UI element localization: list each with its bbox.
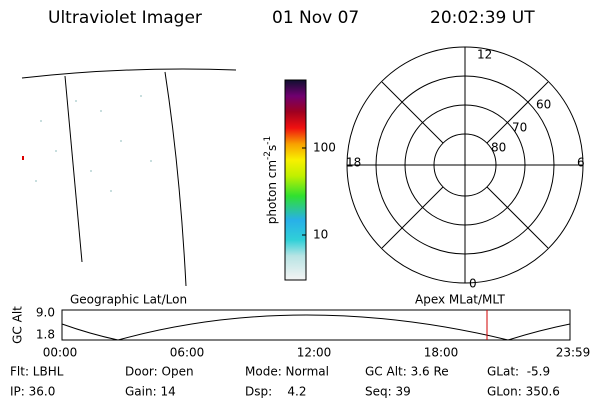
info-field: Dsp: 4.2 xyxy=(245,385,307,399)
polar-label: 12 xyxy=(477,48,492,62)
info-field: Seq: 39 xyxy=(365,385,411,399)
info-table: Flt: LBHL Door: Open Mode: Normal GC Alt: 3… xyxy=(10,365,560,399)
orbit-x-tick: 06:00 xyxy=(170,346,205,360)
polar-label: 6 xyxy=(577,156,585,170)
info-field: GLat: -5.9 xyxy=(487,365,550,379)
polar-label: 70 xyxy=(512,121,527,135)
orbit-title: Apex MLat/MLT xyxy=(415,293,505,307)
time: 20:02:39 UT xyxy=(430,8,535,28)
instrument: Ultraviolet Imager xyxy=(48,8,202,28)
orbit-x-tick: 00:00 xyxy=(43,346,78,360)
polar-label: 80 xyxy=(491,141,506,155)
polar-label: 0 xyxy=(469,277,477,291)
info-field: GLon: 350.6 xyxy=(487,385,560,399)
image-panel xyxy=(21,68,237,287)
orbit-y-tick: 1.8 xyxy=(36,328,55,342)
orbit-curve xyxy=(61,314,571,341)
orbit-x-tick: 18:00 xyxy=(424,346,459,360)
polar-label: 60 xyxy=(536,98,551,112)
colorbar-tick: 10 xyxy=(313,228,328,242)
orbit-y-label: GC Alt xyxy=(11,306,25,344)
info-field: Mode: Normal xyxy=(245,365,329,379)
orbit-x-tick: 23:59 xyxy=(556,346,591,360)
orbit-title: Geographic Lat/Lon xyxy=(70,293,187,307)
info-field: Door: Open xyxy=(125,365,194,379)
colorbar-tick: 100 xyxy=(313,141,336,155)
info-field: Gain: 14 xyxy=(125,385,176,399)
date: 01 Nov 07 xyxy=(272,8,359,28)
info-field: IP: 36.0 xyxy=(10,385,55,399)
orbit-y-tick: 9.0 xyxy=(36,306,55,320)
polar-label: 18 xyxy=(346,156,361,170)
info-field: Flt: LBHL xyxy=(10,365,64,379)
orbit-plot xyxy=(61,309,571,341)
orbit-x-tick: 12:00 xyxy=(297,346,332,360)
polar-grid xyxy=(346,46,584,284)
info-field: GC Alt: 3.6 Re xyxy=(365,365,449,379)
colorbar-label: photon cm-2s-1 xyxy=(263,136,279,225)
colorbar xyxy=(284,79,307,281)
